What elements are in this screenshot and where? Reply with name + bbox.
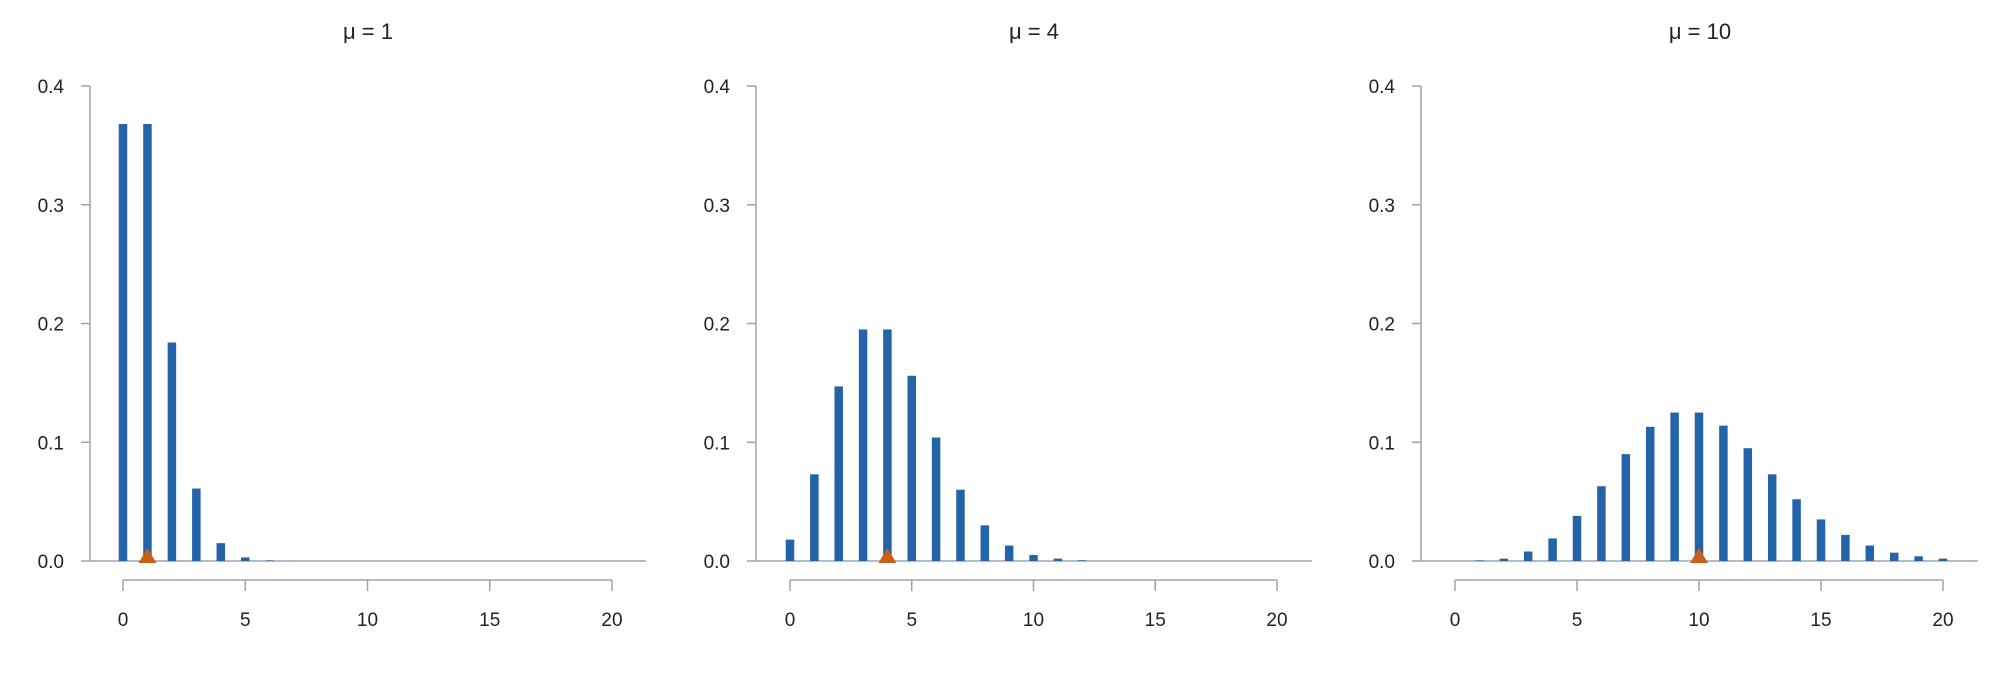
bar-x-8	[1645, 426, 1655, 561]
x-tick-label: 0	[785, 610, 796, 631]
bar-x-3	[1523, 551, 1533, 561]
bar-x-1	[1475, 560, 1484, 561]
bar-x-6	[265, 560, 274, 561]
y-tick-label: 0.4	[704, 77, 731, 98]
x-tick-label: 15	[1810, 610, 1831, 631]
y-tick-label: 0.1	[1369, 433, 1395, 454]
bar-x-1	[810, 474, 819, 561]
y-tick-label: 0.4	[38, 77, 65, 98]
x-tick-label: 20	[1266, 610, 1287, 631]
bar-x-5	[907, 375, 916, 561]
bar-x-6	[1597, 486, 1606, 561]
x-tick-label: 0	[118, 610, 129, 631]
x-tick-label: 10	[1688, 610, 1709, 631]
y-tick-label: 0.2	[704, 315, 730, 336]
bar-x-0	[118, 124, 128, 561]
bar-x-0	[785, 539, 795, 561]
bar-x-16	[1841, 534, 1850, 561]
x-tick-label: 15	[1145, 610, 1166, 631]
bar-x-12	[1077, 560, 1087, 561]
y-tick-label: 0.1	[38, 433, 64, 454]
bar-x-18	[1889, 552, 1899, 561]
x-tick-label: 15	[479, 610, 500, 631]
bar-x-6	[931, 437, 941, 561]
y-tick-label: 0.2	[38, 315, 64, 336]
bar-x-7	[1621, 454, 1631, 561]
bar-x-7	[956, 489, 965, 561]
bar-x-2	[167, 342, 177, 561]
y-tick-label: 0.0	[38, 552, 64, 573]
bar-x-2	[834, 386, 843, 561]
bar-x-4	[1548, 538, 1557, 561]
y-tick-label: 0.3	[704, 196, 730, 217]
chart-panel-1: μ = 1 0.0 0.1 0.2 0.3 0.4 0 5 10 15 20	[38, 19, 646, 631]
y-tick-label: 0.2	[1369, 315, 1395, 336]
bar-x-9	[1004, 545, 1014, 561]
bar-x-12	[1743, 448, 1753, 561]
x-tick-label: 10	[357, 610, 378, 631]
y-tick-label: 0.0	[1369, 552, 1395, 573]
bar-x-19	[1914, 556, 1923, 561]
x-tick-label: 20	[1932, 610, 1953, 631]
chart-title: μ = 4	[1009, 19, 1059, 44]
x-tick-label: 20	[601, 610, 622, 631]
bar-x-11	[1719, 425, 1728, 561]
bar-x-5	[1572, 515, 1582, 561]
chart-title: μ = 1	[343, 19, 393, 44]
mean-marker	[878, 548, 897, 563]
y-tick-label: 0.3	[1369, 196, 1395, 217]
bar-x-5	[241, 557, 250, 561]
bar-x-3	[192, 488, 201, 561]
bar-x-17	[1865, 545, 1875, 561]
bar-x-1	[143, 124, 152, 561]
bar-x-10	[1694, 412, 1704, 561]
bar-x-3	[858, 329, 868, 561]
bar-x-9	[1670, 412, 1679, 561]
chart-panel-2: μ = 4 0.0 0.1 0.2 0.3 0.4 0 5 10 15 20	[704, 19, 1312, 631]
y-tick-label: 0.4	[1369, 77, 1396, 98]
x-tick-label: 0	[1450, 610, 1461, 631]
y-tick-label: 0.1	[704, 433, 730, 454]
bar-x-2	[1499, 558, 1509, 561]
bar-x-4	[883, 329, 892, 561]
bar-x-11	[1053, 558, 1063, 561]
chart-panel-3: μ = 10 0.0 0.1 0.2 0.3 0.4 0 5 10 15 20	[1369, 19, 1978, 631]
bar-x-10	[1029, 555, 1038, 561]
mean-marker	[1690, 548, 1708, 563]
mean-marker	[138, 548, 157, 563]
bar-x-8	[980, 525, 990, 561]
x-tick-label: 10	[1023, 610, 1044, 631]
x-tick-label: 5	[240, 610, 251, 631]
bar-x-13	[1767, 474, 1777, 561]
bar-x-15	[1816, 519, 1826, 561]
x-tick-label: 5	[906, 610, 917, 631]
bar-x-4	[216, 543, 226, 561]
y-tick-label: 0.3	[38, 196, 64, 217]
chart-title: μ = 10	[1669, 19, 1731, 44]
x-tick-label: 5	[1572, 610, 1583, 631]
bar-x-14	[1792, 499, 1801, 561]
bar-x-20	[1938, 558, 1948, 561]
y-tick-label: 0.0	[704, 552, 730, 573]
